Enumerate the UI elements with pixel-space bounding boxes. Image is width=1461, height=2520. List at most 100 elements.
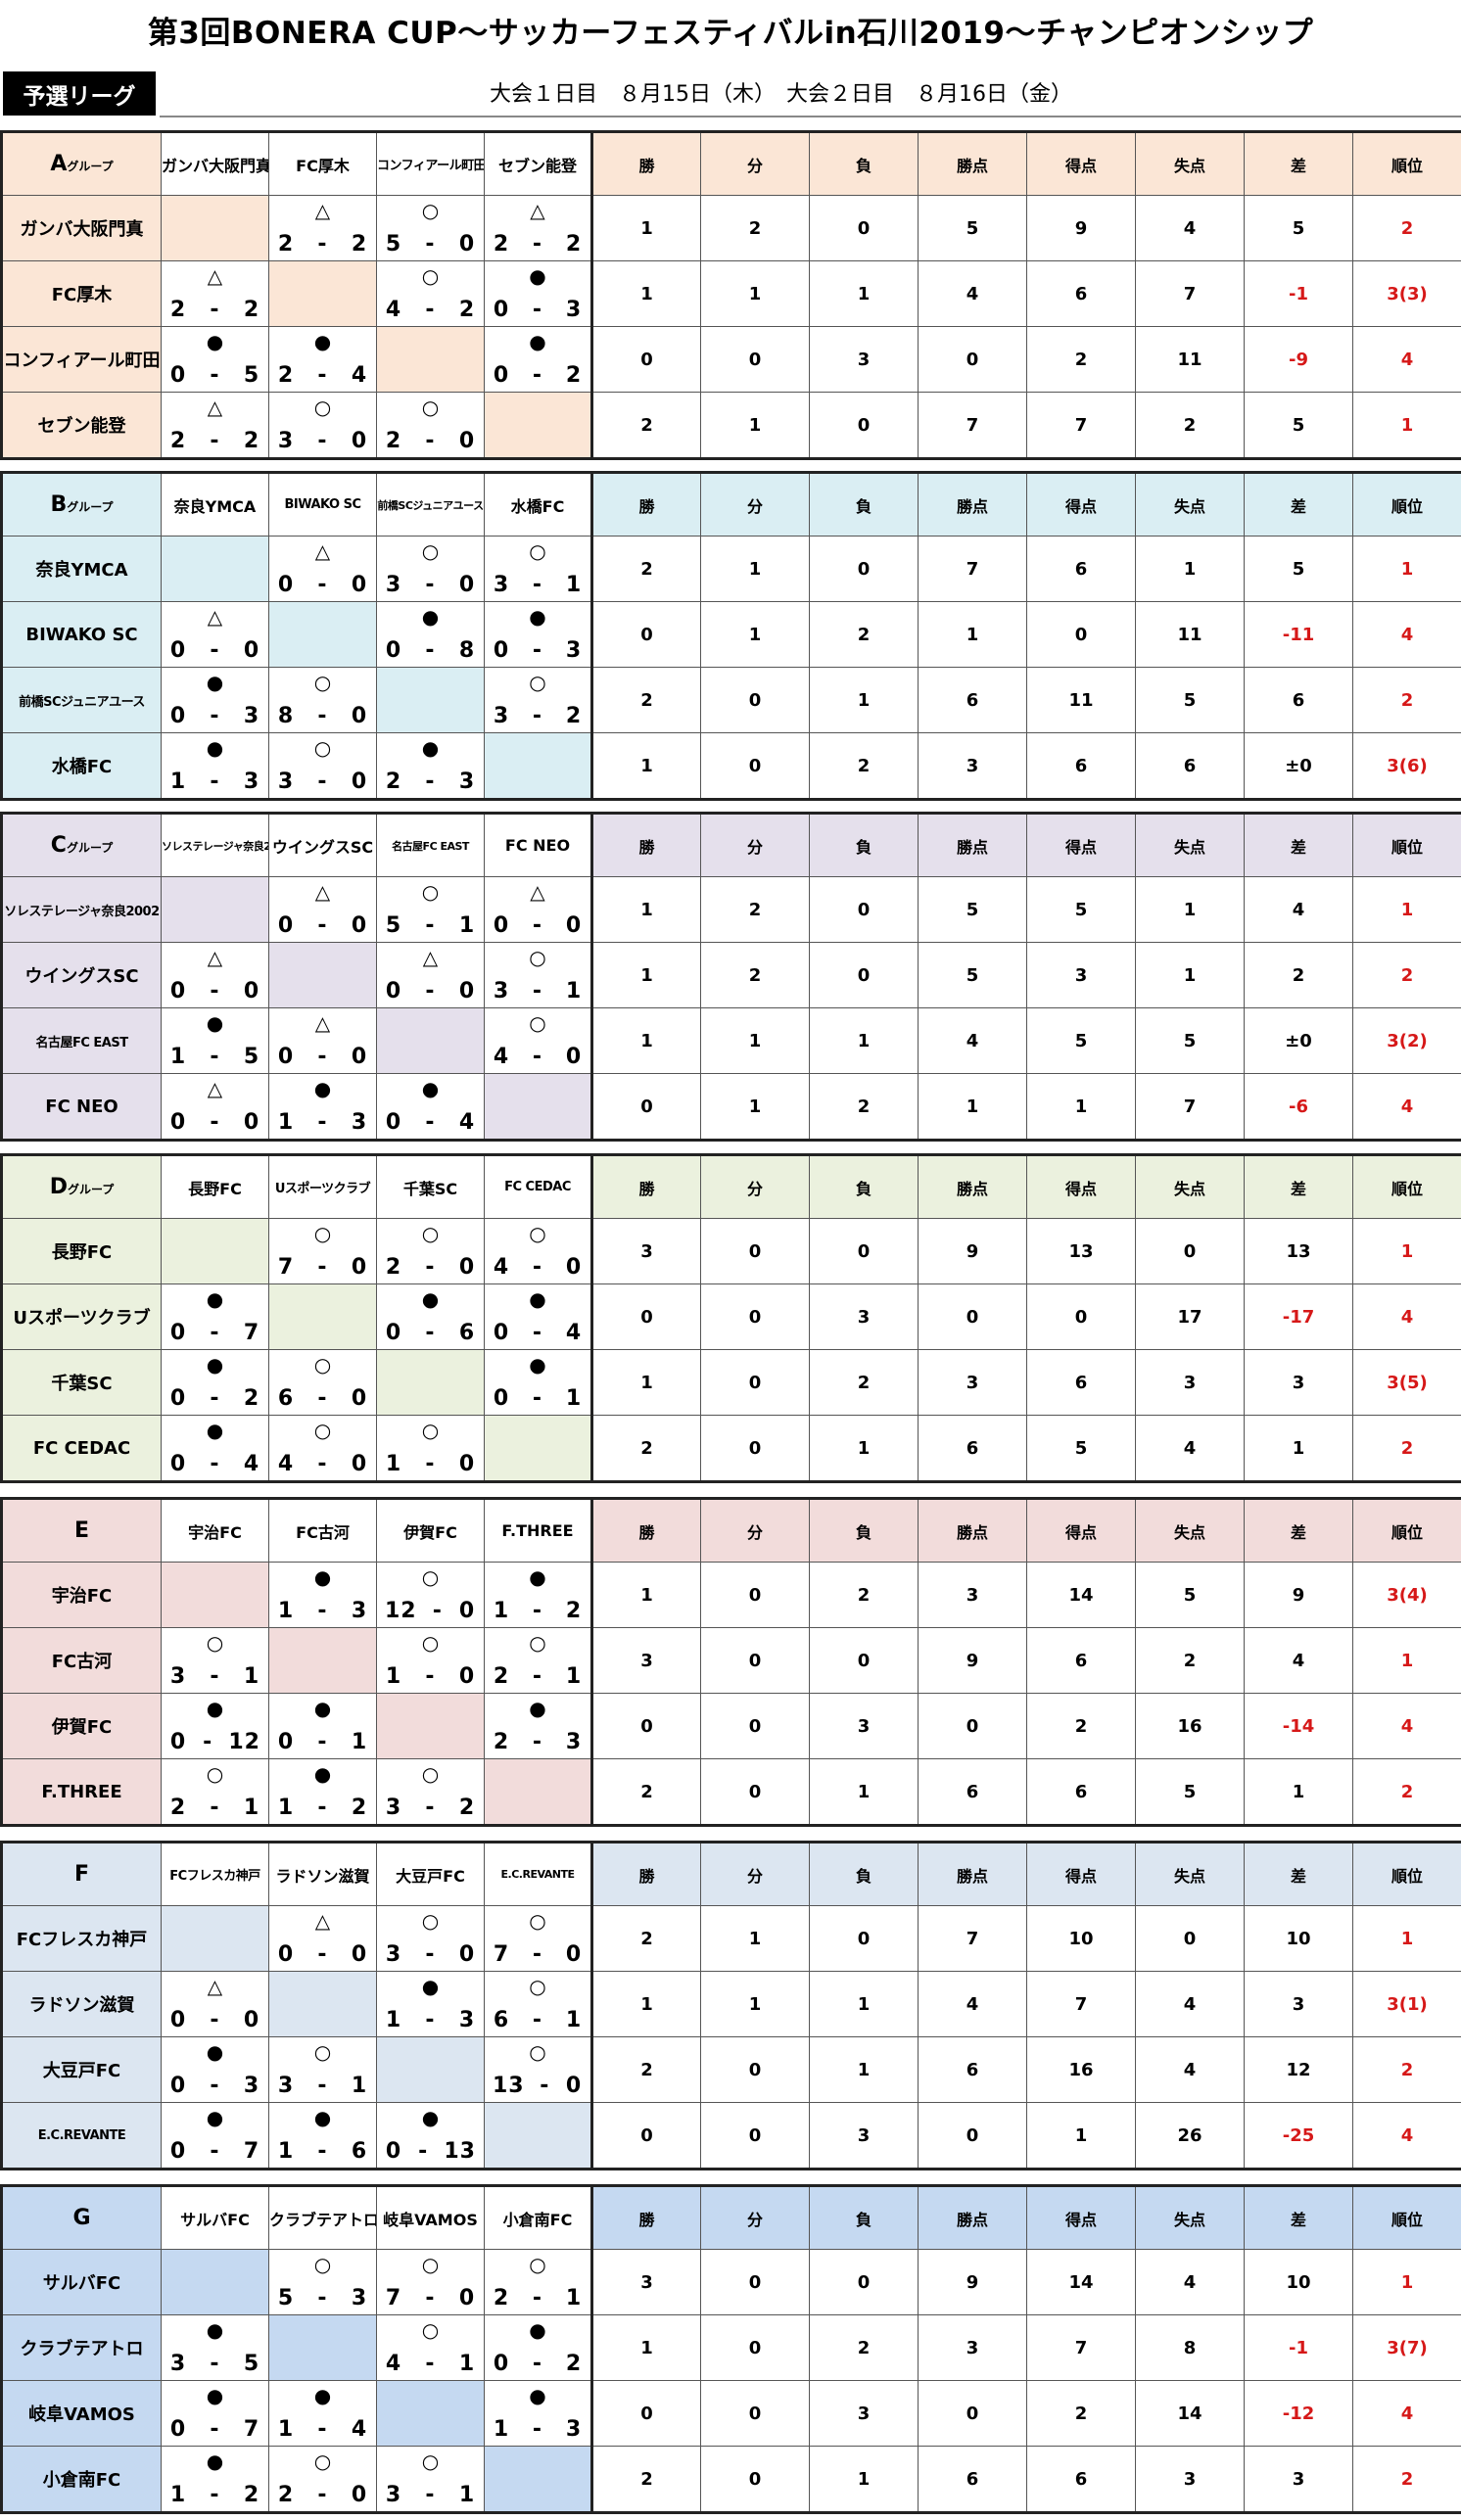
score-against: 2 bbox=[243, 1386, 260, 1411]
wins: 1 bbox=[590, 732, 701, 800]
stat-header: 勝 bbox=[590, 1154, 701, 1219]
goals-for: 7 bbox=[1026, 392, 1136, 459]
score-separator: - bbox=[532, 1045, 543, 1069]
score-separator: - bbox=[425, 1321, 436, 1345]
goals-against: 4 bbox=[1135, 2249, 1245, 2315]
result-symbol: ○ bbox=[421, 199, 440, 222]
team-row: FC NEO △ 0-0 ● 1-3 ● 0-4 0 1 2 1 1 7 -6 4 bbox=[1, 1073, 1461, 1141]
points: 0 bbox=[918, 2102, 1027, 2170]
match-result: ○ 8-0 bbox=[268, 667, 377, 733]
result-symbol: ○ bbox=[206, 1631, 224, 1655]
score-separator: - bbox=[317, 573, 328, 597]
goals-against: 17 bbox=[1135, 1283, 1245, 1350]
match-score: 0-4 bbox=[486, 1321, 591, 1345]
score-separator: - bbox=[210, 2417, 220, 2442]
score-against: 0 bbox=[458, 2286, 476, 2310]
score-against: 3 bbox=[351, 1110, 368, 1135]
match-score: 0-0 bbox=[270, 573, 376, 597]
score-separator: - bbox=[425, 770, 436, 794]
stat-header: 分 bbox=[700, 813, 810, 877]
score-against: 1 bbox=[565, 573, 583, 597]
row-team-name: Uスポーツクラブ bbox=[1, 1283, 162, 1350]
match-result: ○ 3-1 bbox=[268, 2036, 377, 2103]
match-score: 5-3 bbox=[270, 2286, 376, 2310]
score-against: 0 bbox=[565, 1942, 583, 1967]
goal-diff: 1 bbox=[1244, 1415, 1353, 1482]
match-score: 1-2 bbox=[270, 1796, 376, 1820]
score-separator: - bbox=[532, 638, 543, 663]
result-symbol: ● bbox=[206, 1011, 224, 1035]
match-result: ○ 3-0 bbox=[376, 1905, 485, 1972]
score-for: 0 bbox=[169, 704, 187, 728]
column-team-name: BIWAKO SC bbox=[268, 472, 377, 537]
result-symbol: ○ bbox=[313, 1353, 332, 1377]
wins: 1 bbox=[590, 2314, 701, 2381]
points: 3 bbox=[918, 1562, 1027, 1628]
score-separator: - bbox=[532, 573, 543, 597]
stat-header: 失点 bbox=[1135, 1842, 1245, 1906]
rank: 4 bbox=[1352, 326, 1461, 393]
row-team-name: BIWAKO SC bbox=[1, 601, 162, 668]
header-rule bbox=[160, 116, 1461, 117]
match-score: 0-0 bbox=[378, 979, 484, 1003]
score-against: 0 bbox=[458, 1452, 476, 1476]
column-team-name: ラドソン滋賀 bbox=[268, 1842, 377, 1906]
score-against: 2 bbox=[458, 298, 476, 322]
self-match-cell bbox=[268, 942, 377, 1008]
goals-against: 3 bbox=[1135, 1349, 1245, 1416]
score-for: 2 bbox=[277, 232, 295, 257]
result-symbol: ○ bbox=[421, 1762, 440, 1786]
stat-header: 分 bbox=[700, 472, 810, 537]
points: 4 bbox=[918, 1971, 1027, 2037]
stat-header: 勝点 bbox=[918, 1498, 1027, 1563]
team-row: ラドソン滋賀 △ 0-0 ● 1-3 ○ 6-1 1 1 1 4 7 4 3 3(1) bbox=[1, 1971, 1461, 2037]
result-symbol: ● bbox=[421, 1287, 440, 1311]
score-against: 4 bbox=[458, 1110, 476, 1135]
score-against: 1 bbox=[351, 1730, 368, 1754]
match-score: 3-5 bbox=[163, 2352, 268, 2376]
match-result: ○ 2-1 bbox=[484, 1627, 592, 1694]
score-against: 2 bbox=[243, 429, 260, 453]
match-result: ● 1-2 bbox=[161, 2446, 269, 2513]
match-result: ● 1-2 bbox=[268, 1758, 377, 1826]
column-team-name: 伊賀FC bbox=[376, 1498, 485, 1563]
goals-for: 3 bbox=[1026, 942, 1136, 1008]
score-against: 4 bbox=[565, 1321, 583, 1345]
column-team-name: ソレステレージャ奈良2002 bbox=[161, 813, 269, 877]
score-for: 0 bbox=[169, 1110, 187, 1135]
team-row: FC厚木 △ 2-2 ○ 4-2 ● 0-3 1 1 1 4 6 7 -1 3(3) bbox=[1, 260, 1461, 327]
match-score: 3-0 bbox=[378, 573, 484, 597]
score-separator: - bbox=[317, 2483, 328, 2507]
draws: 0 bbox=[700, 1283, 810, 1350]
rank: 1 bbox=[1352, 876, 1461, 943]
score-against: 2 bbox=[565, 704, 583, 728]
wins: 0 bbox=[590, 1073, 701, 1141]
score-for: 2 bbox=[277, 2483, 295, 2507]
goals-against: 8 bbox=[1135, 2314, 1245, 2381]
result-symbol: ● bbox=[313, 2106, 332, 2129]
match-result: ○ 3-1 bbox=[161, 1627, 269, 1694]
row-team-name: 宇治FC bbox=[1, 1562, 162, 1628]
match-score: 0-5 bbox=[163, 363, 268, 388]
score-for: 3 bbox=[277, 770, 295, 794]
score-for: 2 bbox=[277, 363, 295, 388]
score-separator: - bbox=[210, 770, 220, 794]
match-score: 0-7 bbox=[163, 2417, 268, 2442]
score-for: 0 bbox=[493, 913, 510, 938]
losses: 1 bbox=[809, 260, 919, 327]
score-for: 0 bbox=[493, 298, 510, 322]
rank: 2 bbox=[1352, 667, 1461, 733]
draws: 0 bbox=[700, 1693, 810, 1759]
draws: 1 bbox=[700, 1971, 810, 2037]
wins: 1 bbox=[590, 942, 701, 1008]
row-team-name: ウイングスSC bbox=[1, 942, 162, 1008]
self-match-cell bbox=[268, 1971, 377, 2037]
match-score: 3-1 bbox=[270, 2074, 376, 2098]
score-separator: - bbox=[317, 1599, 328, 1623]
draws: 0 bbox=[700, 667, 810, 733]
match-score: 1-3 bbox=[270, 1110, 376, 1135]
match-result: ● 0-7 bbox=[161, 2380, 269, 2447]
row-team-name: コンフィアール町田 bbox=[1, 326, 162, 393]
column-team-name: Uスポーツクラブ bbox=[268, 1154, 377, 1219]
score-against: 6 bbox=[458, 1321, 476, 1345]
